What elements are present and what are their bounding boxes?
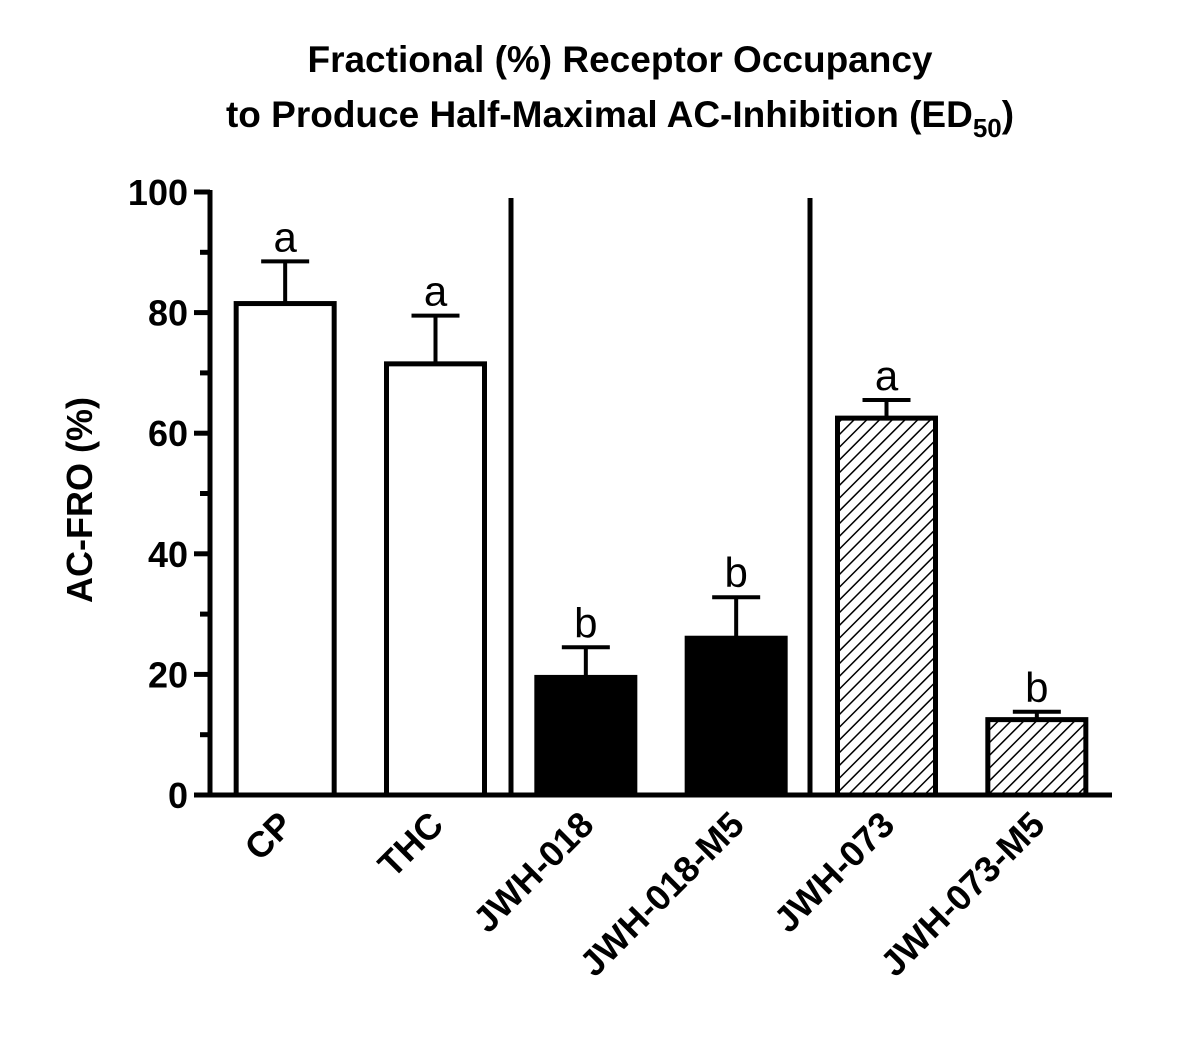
y-axis-label: AC-FRO (%)	[59, 397, 100, 603]
x-tick-label: JWH-073	[766, 804, 903, 941]
title-text: to Produce Half-Maximal AC-Inhibition (E…	[226, 94, 973, 135]
y-tick-label: 0	[168, 775, 188, 816]
y-tick-label: 80	[148, 293, 188, 334]
bar	[985, 717, 1089, 798]
chart-title: to Produce Half-Maximal AC-Inhibition (E…	[226, 94, 1014, 143]
x-tick-label: CP	[236, 804, 300, 868]
significance-label: b	[1025, 664, 1048, 711]
bar	[384, 361, 487, 798]
significance-label: b	[724, 549, 747, 596]
bar	[534, 674, 638, 798]
significance-label: a	[424, 268, 448, 315]
title-subscript: 50	[973, 113, 1002, 143]
chart-title: Fractional (%) Receptor Occupancy	[307, 39, 932, 80]
y-tick-label: 40	[148, 534, 188, 575]
significance-label: a	[875, 352, 899, 399]
x-tick-label: JWH-018	[465, 804, 602, 941]
y-tick-label: 60	[148, 413, 188, 454]
significance-label: a	[273, 213, 297, 260]
bar	[684, 635, 788, 798]
significance-label: b	[574, 599, 597, 646]
y-tick-label: 20	[148, 654, 188, 695]
y-tick-label: 100	[128, 172, 188, 213]
bar	[835, 415, 938, 798]
bar	[233, 301, 337, 798]
title-text: )	[1002, 94, 1014, 135]
x-tick-label: THC	[370, 804, 451, 885]
